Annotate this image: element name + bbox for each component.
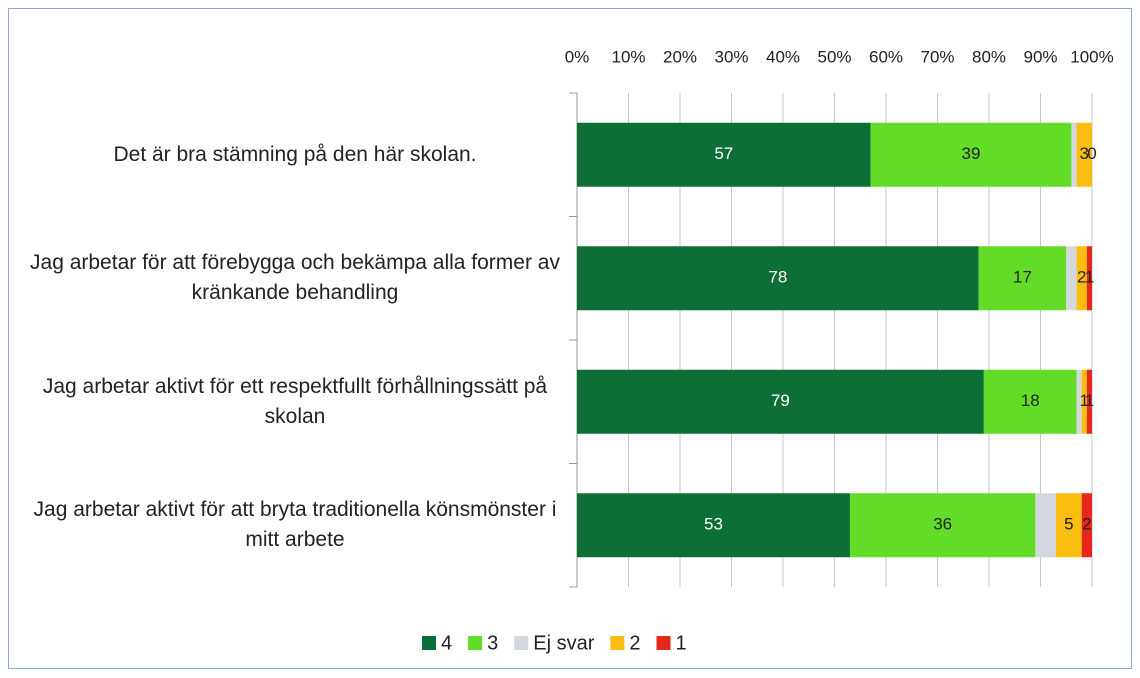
x-tick-label: 100%	[1070, 47, 1113, 66]
bar-segment	[1086, 369, 1092, 434]
data-label: 79	[771, 391, 790, 410]
data-label: 1	[1085, 391, 1094, 410]
bar-segment	[849, 493, 1036, 558]
bar-segment	[1081, 493, 1092, 558]
data-label: 3	[1080, 144, 1089, 163]
data-label: 36	[933, 515, 952, 534]
x-tick-label: 60%	[869, 47, 903, 66]
bar-segment	[1076, 122, 1092, 187]
data-label: 39	[962, 144, 981, 163]
bar-segment	[978, 246, 1067, 311]
frame	[8, 8, 1132, 669]
data-label: 2	[1077, 268, 1086, 287]
x-tick-label: 30%	[714, 47, 748, 66]
data-label: 0	[1087, 144, 1096, 163]
bar-segment	[1076, 369, 1082, 434]
data-label: 1	[1080, 391, 1089, 410]
x-tick-label: 10%	[611, 47, 645, 66]
bar-segment	[577, 122, 871, 187]
bar-segment	[1081, 369, 1087, 434]
x-tick-label: 70%	[920, 47, 954, 66]
x-tick-label: 50%	[817, 47, 851, 66]
bar-segment	[577, 369, 984, 434]
x-tick-label: 20%	[663, 47, 697, 66]
bar-segment	[870, 122, 1072, 187]
legend-swatch	[422, 636, 436, 650]
bar-segment	[1086, 246, 1092, 311]
data-label: 5	[1064, 515, 1073, 534]
bar-segment	[1055, 493, 1082, 558]
bar-segment	[1066, 246, 1077, 311]
data-label: 53	[704, 515, 723, 534]
y-tick-label: Jag arbetar aktivt för ett respektfullt …	[42, 374, 548, 428]
bar-segment	[1071, 122, 1077, 187]
data-label: 78	[768, 268, 787, 287]
data-label: 2	[1082, 515, 1091, 534]
legend-swatch	[468, 636, 483, 650]
legend-label: 3	[487, 632, 498, 654]
legend-label: 2	[629, 632, 640, 654]
legend-swatch	[656, 636, 671, 650]
legend-label: 4	[441, 632, 452, 654]
bar-segment	[1076, 246, 1087, 311]
data-label: 17	[1013, 268, 1032, 287]
y-tick-label: Jag arbetar aktivt för att bryta traditi…	[33, 498, 557, 552]
y-tick-label: Det är bra stämning på den här skolan.	[113, 142, 477, 166]
legend-swatch	[514, 636, 529, 650]
data-label: 57	[714, 144, 733, 163]
x-tick-label: 90%	[1023, 47, 1057, 66]
legend-swatch	[610, 636, 625, 650]
legend-label: Ej svar	[533, 632, 594, 654]
data-label: 1	[1085, 268, 1094, 287]
y-tick-label: Jag arbetar för att förebygga och bekämp…	[30, 251, 560, 305]
data-label: 18	[1021, 391, 1040, 410]
bar-segment	[577, 246, 979, 311]
bar-segment	[983, 369, 1077, 434]
x-tick-label: 0%	[565, 47, 590, 66]
legend-label: 1	[676, 632, 687, 654]
bar-segment	[1035, 493, 1056, 558]
x-tick-label: 40%	[766, 47, 800, 66]
bar-segment	[577, 493, 850, 558]
x-tick-label: 80%	[972, 47, 1006, 66]
